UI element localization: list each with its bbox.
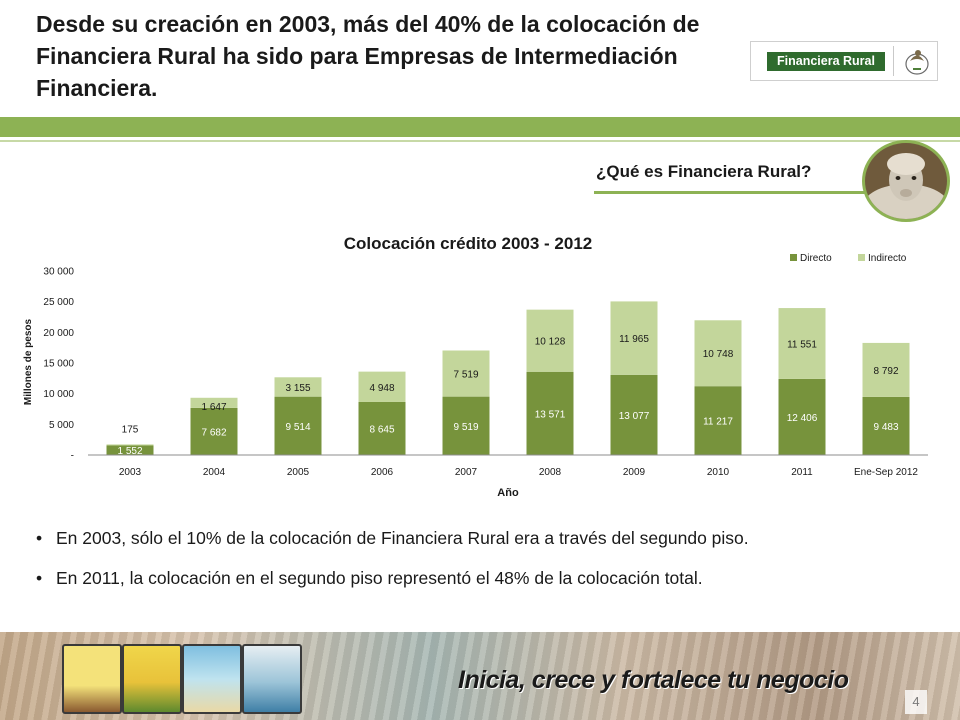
x-tick-label: 2003	[119, 467, 142, 478]
page-title: Desde su creación en 2003, más del 40% d…	[36, 11, 700, 101]
data-label-indirecto: 7 519	[453, 370, 478, 381]
data-label-indirecto: 8 792	[873, 366, 898, 377]
mexico-eagle-emblem-icon	[905, 50, 929, 75]
bar-indirecto-2003	[106, 444, 154, 446]
data-label-directo: 9 514	[285, 422, 310, 433]
bars: 1 552 175 7 682 1 647 9 514 3 155 8 645 4 948 9 …	[106, 301, 910, 457]
y-tick-label: 5 000	[49, 420, 74, 431]
page-number: 4	[905, 690, 927, 714]
x-tick-label: 2006	[371, 467, 394, 478]
data-label-directo: 1 552	[117, 446, 142, 457]
logo-separator	[893, 46, 894, 76]
loteria-card-la-agricultura	[122, 644, 182, 714]
data-label-indirecto: 1 647	[201, 402, 226, 413]
data-label-indirecto: 3 155	[285, 383, 310, 394]
bar-directo-2011	[778, 378, 826, 455]
bar-directo-2005	[274, 396, 322, 455]
y-tick-label: 25 000	[43, 297, 74, 308]
x-tick-label: 2010	[707, 467, 730, 478]
credit-placement-chart: Colocación crédito 2003 - 2012 Directo I…	[23, 234, 928, 499]
data-label-directo: 8 645	[369, 424, 394, 435]
bar-directo-2008	[526, 371, 574, 455]
bar-indirecto-2008	[526, 309, 574, 372]
loteria-card-el-turismo	[182, 644, 242, 714]
y-axis-ticks: - 5 000 10 000 15 000 20 000 25 000 30 000	[43, 267, 74, 462]
data-label-indirecto: 175	[122, 424, 139, 435]
x-tick-label: 2004	[203, 467, 226, 478]
header-band	[0, 117, 960, 137]
data-label-indirecto: 10 748	[703, 349, 734, 360]
data-label-directo: 13 077	[619, 411, 650, 422]
chart-legend: Directo Indirecto	[790, 253, 907, 264]
x-tick-label: 2008	[539, 467, 562, 478]
bar-indirecto-2006	[358, 371, 406, 402]
bar-directo-2003	[106, 445, 154, 455]
bar-indirecto-2005	[274, 377, 322, 397]
bar-directo-Ene-Sep 2012	[862, 396, 910, 455]
sheep-photo	[862, 140, 950, 222]
bar-indirecto-2007	[442, 350, 490, 397]
bullet-2011: En 2011, la colocación en el segundo pis…	[36, 567, 749, 589]
data-label-indirecto: 10 128	[535, 337, 566, 348]
legend-swatch-directo	[790, 254, 797, 261]
what-is-financiera-rural-link[interactable]: ¿Qué es Financiera Rural?	[596, 162, 812, 181]
legend-label-indirecto: Indirecto	[868, 253, 907, 264]
footer-slogan: Inicia, crece y fortalece tu negocio	[458, 666, 849, 694]
bar-indirecto-2010	[694, 320, 742, 387]
x-tick-label: 2005	[287, 467, 310, 478]
data-label-directo: 7 682	[201, 427, 226, 438]
x-axis-label: Año	[497, 487, 519, 499]
legend-swatch-indirecto	[858, 254, 865, 261]
bar-indirecto-2009	[610, 301, 658, 375]
y-tick-label: 20 000	[43, 328, 74, 339]
bar-directo-2004	[190, 407, 238, 455]
data-label-indirecto: 11 551	[787, 339, 817, 350]
y-tick-label: -	[71, 451, 74, 462]
x-axis-ticks: 2003 2004 2005 2006 2007 2008 2009 2010 2011 Ene-…	[119, 467, 919, 478]
logo-text: Financiera Rural	[767, 52, 885, 71]
bar-indirecto-2011	[778, 308, 826, 379]
x-tick-label: 2009	[623, 467, 646, 478]
bar-indirecto-2004	[190, 397, 238, 408]
question-underline	[594, 191, 866, 194]
bar-directo-2007	[442, 396, 490, 455]
data-label-directo: 11 217	[703, 417, 733, 428]
y-tick-label: 30 000	[43, 267, 74, 278]
insight-bullets: En 2003, sólo el 10% de la colocación de…	[36, 527, 749, 607]
data-label-directo: 9 483	[873, 422, 898, 433]
data-label-directo: 9 519	[453, 422, 478, 433]
bullet-2003: En 2003, sólo el 10% de la colocación de…	[36, 527, 749, 549]
y-axis-label: Millones de pesos	[23, 318, 34, 405]
data-label-indirecto: 4 948	[369, 383, 394, 394]
x-tick-label: Ene-Sep 2012	[854, 467, 918, 478]
footer-banner	[0, 632, 960, 720]
y-tick-label: 10 000	[43, 389, 74, 400]
bar-indirecto-Ene-Sep 2012	[862, 342, 910, 397]
financiera-rural-logo: Financiera Rural	[750, 41, 938, 81]
data-label-directo: 12 406	[787, 413, 818, 424]
data-label-indirecto: 11 965	[619, 334, 649, 345]
bar-directo-2010	[694, 386, 742, 455]
loteria-card-la-pesca	[242, 644, 302, 714]
data-label-directo: 13 571	[535, 409, 566, 420]
x-tick-label: 2007	[455, 467, 478, 478]
y-tick-label: 15 000	[43, 359, 74, 370]
bar-directo-2006	[358, 401, 406, 455]
bar-directo-2009	[610, 374, 658, 455]
header-band-thin	[0, 140, 960, 142]
loteria-card-la-ganadera	[62, 644, 122, 714]
chart-title: Colocación crédito 2003 - 2012	[344, 234, 593, 253]
x-tick-label: 2011	[791, 467, 813, 478]
legend-label-directo: Directo	[800, 253, 832, 264]
